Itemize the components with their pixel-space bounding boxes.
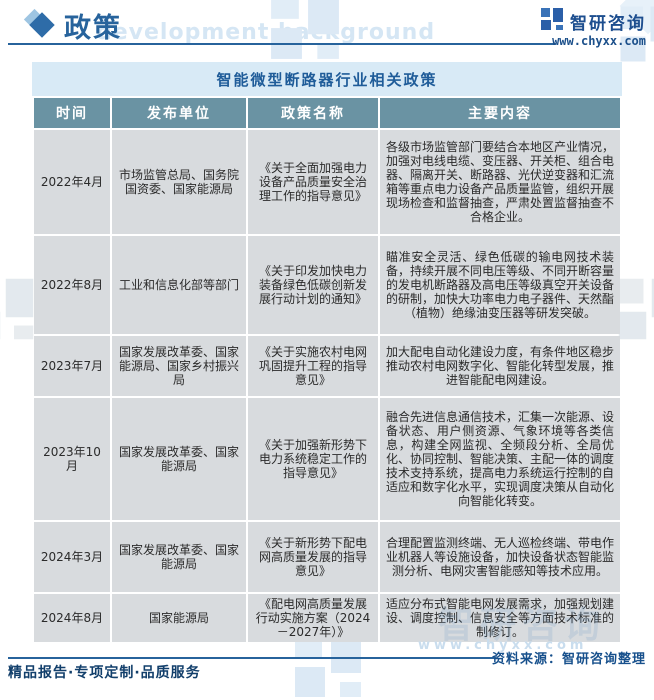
brand-watermark-icon bbox=[0, 276, 36, 342]
column-header-content: 主要内容 bbox=[380, 98, 620, 128]
table-row: 2022年8月 工业和信息化部等部门 《关于印发加快电力装备绿色低碳创新发展行动… bbox=[34, 236, 620, 334]
policy-table-body: 2022年4月 市场监管总局、国务院国资委、国家能源局 《关于全面加强电力设备产… bbox=[34, 130, 620, 642]
cell-issuer: 国家发展改革委、国家能源局 bbox=[112, 398, 246, 520]
cell-date: 2022年4月 bbox=[34, 130, 110, 234]
cell-date: 2023年10月 bbox=[34, 398, 110, 520]
cell-date: 2024年8月 bbox=[34, 594, 110, 642]
diamond-icon bbox=[26, 10, 60, 40]
cell-policy: 《关于全面加强电力设备产品质量安全治理工作的指导意见》 bbox=[248, 130, 378, 234]
table-row: 2023年7月 国家发展改革委、国家能源局、国家乡村振兴局 《关于实施农村电网巩… bbox=[34, 336, 620, 396]
cell-issuer: 工业和信息化部等部门 bbox=[112, 236, 246, 334]
site-url: www.chyxx.com bbox=[552, 34, 646, 48]
cell-issuer: 国家发展改革委、国家能源局、国家乡村振兴局 bbox=[112, 336, 246, 396]
policy-table-grid: 时间 发布单位 政策名称 主要内容 2022年4月 市场监管总局、国务院国资委、… bbox=[32, 96, 622, 644]
cell-date: 2022年8月 bbox=[34, 236, 110, 334]
table-header-row: 时间 发布单位 政策名称 主要内容 bbox=[34, 98, 620, 128]
cell-content: 融合先进信息通信技术，汇集一次能源、设备状态、用户侧资源、气象环境等各类信息，构… bbox=[380, 398, 620, 520]
cell-issuer: 市场监管总局、国务院国资委、国家能源局 bbox=[112, 130, 246, 234]
cell-policy: 《关于加强新形势下电力系统稳定工作的指导意见》 bbox=[248, 398, 378, 520]
cell-content: 合理配置监测终端、无人巡检终端、带电作业机器人等设施设备，加快设备状态智能监测分… bbox=[380, 522, 620, 592]
column-header-issuer: 发布单位 bbox=[112, 98, 246, 128]
brand-name: 智研咨询 bbox=[570, 9, 646, 34]
footer-services: 精品报告·专项定制·品质服务 bbox=[8, 662, 201, 682]
policy-table: 智能微型断路器行业相关政策 时间 发布单位 政策名称 主要内容 2022年4月 … bbox=[32, 62, 622, 644]
column-header-policy: 政策名称 bbox=[248, 98, 378, 128]
footer-divider bbox=[8, 657, 496, 659]
cell-policy: 《关于实施农村电网巩固提升工程的指导意见》 bbox=[248, 336, 378, 396]
data-source: 资料来源：智研咨询整理 bbox=[492, 648, 646, 667]
cell-date: 2023年7月 bbox=[34, 336, 110, 396]
cell-issuer: 国家发展改革委、国家能源局 bbox=[112, 522, 246, 592]
table-row: 2022年4月 市场监管总局、国务院国资委、国家能源局 《关于全面加强电力设备产… bbox=[34, 130, 620, 234]
table-row: 2023年10月 国家发展改革委、国家能源局 《关于加强新形势下电力系统稳定工作… bbox=[34, 398, 620, 520]
cell-issuer: 国家能源局 bbox=[112, 594, 246, 642]
cell-policy: 《关于新形势下配电网高质量发展的指导意见》 bbox=[248, 522, 378, 592]
cell-date: 2024年3月 bbox=[34, 522, 110, 592]
table-row: 2024年8月 国家能源局 《配电网高质量发展行动实施方案（2024－2027年… bbox=[34, 594, 620, 642]
cell-content: 适应分布式智能电网发展需求，加强规划建设、调度控制、信息安全等方面技术标准的制修… bbox=[380, 594, 620, 642]
brand-logo-icon bbox=[540, 7, 564, 35]
brand-logo: 智研咨询 bbox=[540, 7, 646, 35]
cell-content: 加大配电自动化建设力度，有条件地区稳步推动农村电网数字化、智能化转型发展，推进智… bbox=[380, 336, 620, 396]
cell-content: 各级市场监管部门要结合本地区产业情况，加强对电线电缆、变压器、开关柜、组合电器、… bbox=[380, 130, 620, 234]
table-title: 智能微型断路器行业相关政策 bbox=[32, 62, 622, 96]
page-title: 政策 bbox=[64, 6, 122, 45]
cell-policy: 《配电网高质量发展行动实施方案（2024－2027年）》 bbox=[248, 594, 378, 642]
cell-policy: 《关于印发加快电力装备绿色低碳创新发展行动计划的通知》 bbox=[248, 236, 378, 334]
page-header: 政策 智研咨询 www.chyxx.com bbox=[0, 0, 654, 48]
cell-content: 瞄准安全灵活、绿色低碳的输电网技术装备，持续开展不同电压等级、不同开断容量的发电… bbox=[380, 236, 620, 334]
table-row: 2024年3月 国家发展改革委、国家能源局 《关于新形势下配电网高质量发展的指导… bbox=[34, 522, 620, 592]
column-header-date: 时间 bbox=[34, 98, 110, 128]
